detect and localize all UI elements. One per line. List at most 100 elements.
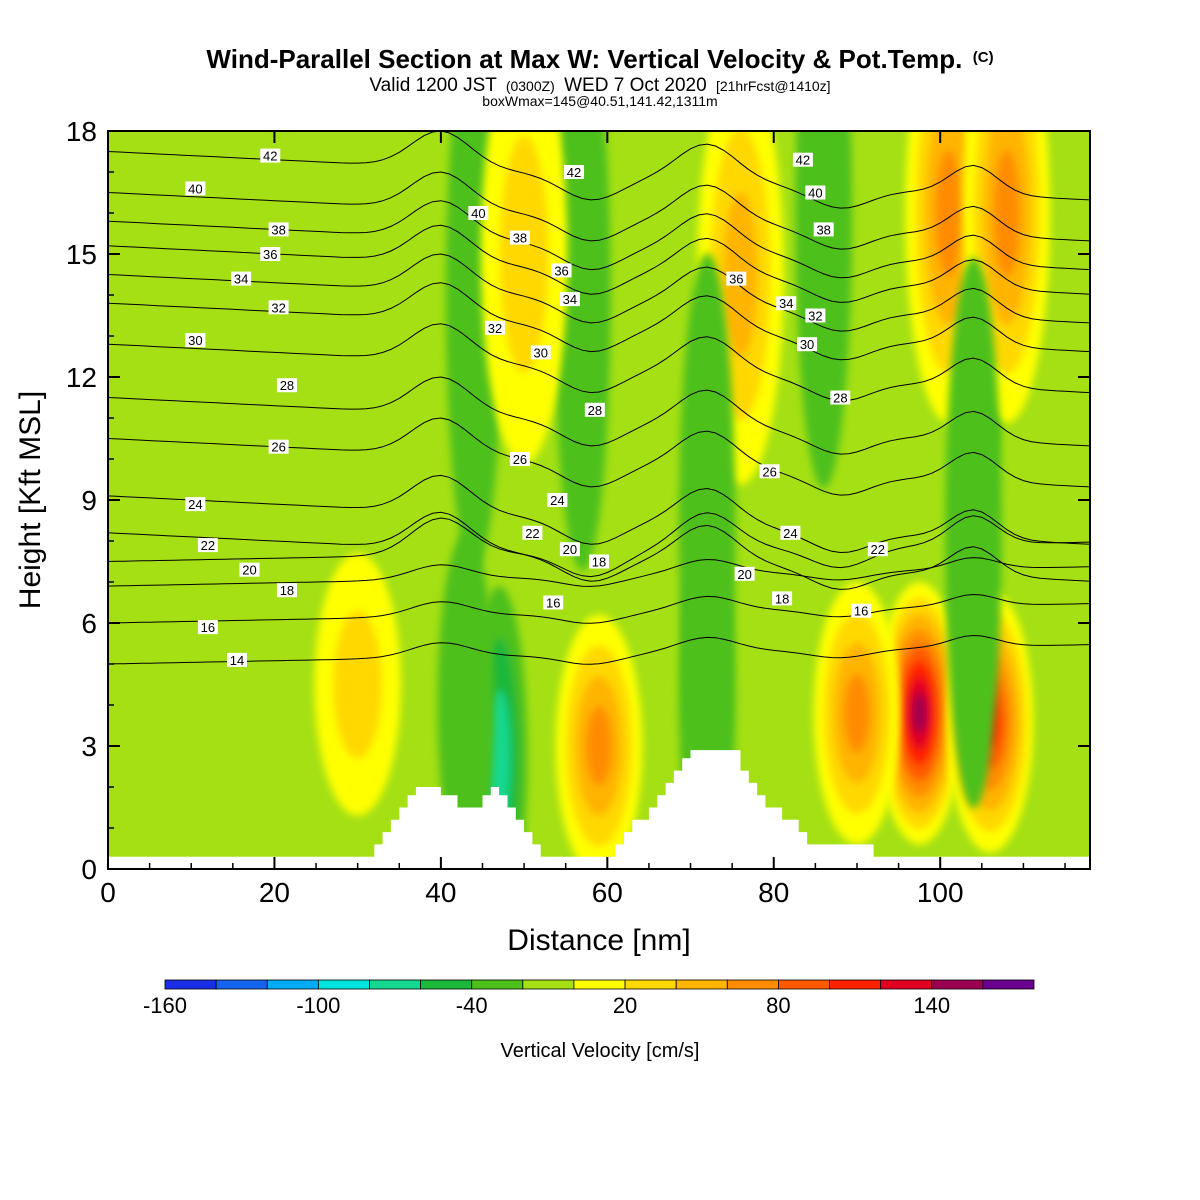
contour-label: 32	[484, 320, 505, 336]
colorbar-bin	[522, 979, 575, 990]
contour-label: 26	[759, 464, 780, 479]
contour-label-text: 22	[871, 542, 885, 557]
subtitle-valid: Valid 1200 JST	[369, 75, 497, 96]
x-tick-label: 0	[100, 877, 116, 908]
theta-contour-line	[108, 376, 1090, 455]
velocity-cell	[963, 131, 1051, 423]
y-tick-label: 18	[66, 116, 97, 147]
colorbar-bin	[573, 979, 626, 990]
contour-label: 18	[772, 591, 793, 606]
contour-label: 18	[276, 583, 297, 598]
contour-label-text: 22	[201, 538, 215, 553]
subtitle-zulu: (0300Z)	[506, 78, 555, 94]
contour-label-text: 16	[854, 604, 868, 619]
colorbar-tick-label: -160	[143, 993, 187, 1018]
colorbar-bin	[880, 979, 933, 990]
contour-label: 16	[543, 595, 564, 611]
y-axis-label: Height [Kft MSL]	[14, 391, 47, 609]
velocity-cell	[813, 582, 901, 845]
contour-label-text: 42	[567, 165, 581, 180]
colorbar-tick-label: 80	[766, 993, 790, 1018]
y-tick-label: 0	[81, 854, 97, 885]
contour-label-text: 36	[263, 247, 277, 262]
velocity-cell	[437, 532, 495, 869]
contour-label-text: 24	[550, 493, 564, 508]
theta-contour-line	[108, 557, 1090, 587]
contour-label-text: 40	[188, 181, 202, 196]
chart-subtitle-box: boxWmax=145@40.51,141.42,1311m	[482, 93, 717, 109]
contour-label-text: 32	[488, 321, 502, 336]
contour-label: 22	[197, 538, 218, 553]
contour-label-text: 34	[234, 272, 248, 287]
theta-contour-line	[108, 511, 1090, 590]
velocity-cell	[945, 257, 1002, 809]
contour-label-text: 34	[779, 296, 793, 311]
x-tick-label: 80	[758, 877, 789, 908]
contour-label-text: 28	[280, 378, 294, 393]
contour-label: 32	[805, 308, 826, 324]
y-tick-label: 6	[81, 608, 97, 639]
contour-label-text: 22	[525, 526, 539, 541]
theta-contour-line	[108, 253, 1090, 332]
contour-label: 14	[226, 652, 247, 668]
contour-label: 34	[231, 271, 252, 287]
contour-label-text: 28	[588, 403, 602, 418]
colorbar-bin	[266, 979, 319, 990]
contour-label-text: 38	[271, 222, 285, 237]
contour-label: 34	[559, 292, 580, 307]
contour-label: 24	[185, 497, 206, 512]
contour-label: 22	[867, 542, 888, 557]
x-axis: 0 20 40 60 80 100	[100, 131, 1066, 908]
contour-label-text: 20	[242, 563, 256, 578]
x-tick-label: 20	[259, 877, 290, 908]
plot-area: 42 40 38 36 34 32 30 28 26 24 22 20 18 16 14 42 40 38 36 34…	[108, 131, 1090, 869]
contour-label: 38	[509, 230, 530, 246]
contour-label-text: 42	[796, 153, 810, 168]
theta-contour-line	[108, 474, 1090, 554]
contour-label-text: 38	[816, 222, 830, 237]
x-tick-label: 40	[425, 877, 456, 908]
theta-contour-line	[108, 323, 1090, 402]
colorbar-tick-label: -40	[456, 993, 488, 1018]
contour-label: 16	[197, 620, 218, 635]
title-copyright: (C)	[973, 49, 994, 66]
contour-label: 26	[268, 439, 289, 455]
contour-labels: 42 40 38 36 34 32 30 28 26 24 22 20 18 16 14 42 40 38 36 34…	[185, 148, 888, 668]
contour-label: 34	[776, 296, 797, 311]
y-tick-label: 9	[81, 485, 97, 516]
contour-label: 20	[239, 562, 260, 578]
velocity-cell	[555, 614, 643, 869]
contour-label-text: 18	[775, 591, 789, 606]
velocity-cell	[678, 253, 736, 805]
contour-label-text: 14	[230, 653, 244, 668]
colorbar-tick-label: 140	[913, 993, 950, 1018]
contour-label: 42	[792, 152, 813, 168]
contour-label: 26	[509, 452, 530, 467]
colorbar-bin	[369, 979, 421, 990]
contour-label-text: 18	[280, 583, 294, 598]
contour-label-text: 30	[188, 333, 202, 348]
contour-label: 42	[260, 148, 281, 164]
subtitle-forecast: [21hrFcst@1410z]	[716, 78, 831, 94]
colorbar-bin	[982, 979, 1035, 990]
contour-label: 28	[276, 378, 297, 393]
theta-contour-line	[108, 512, 1090, 578]
colorbar-bin	[164, 979, 217, 990]
theta-contour-line	[108, 171, 1090, 250]
colorbar-bin	[829, 979, 882, 990]
contour-label-text: 26	[271, 440, 285, 455]
contour-label-text: 20	[563, 542, 577, 557]
contour-label: 30	[797, 337, 818, 352]
x-axis-label: Distance [nm]	[507, 924, 690, 957]
contour-label: 24	[780, 525, 801, 541]
colorbar-bin	[675, 979, 728, 990]
contour-label-text: 32	[808, 309, 822, 324]
contour-label: 40	[468, 206, 489, 221]
contour-label: 18	[589, 554, 609, 570]
contour-label-text: 26	[762, 464, 776, 479]
velocity-cell	[480, 131, 568, 464]
theta-contour-line	[108, 593, 1090, 624]
contour-label: 38	[813, 222, 834, 237]
colorbar-bin	[726, 979, 779, 990]
